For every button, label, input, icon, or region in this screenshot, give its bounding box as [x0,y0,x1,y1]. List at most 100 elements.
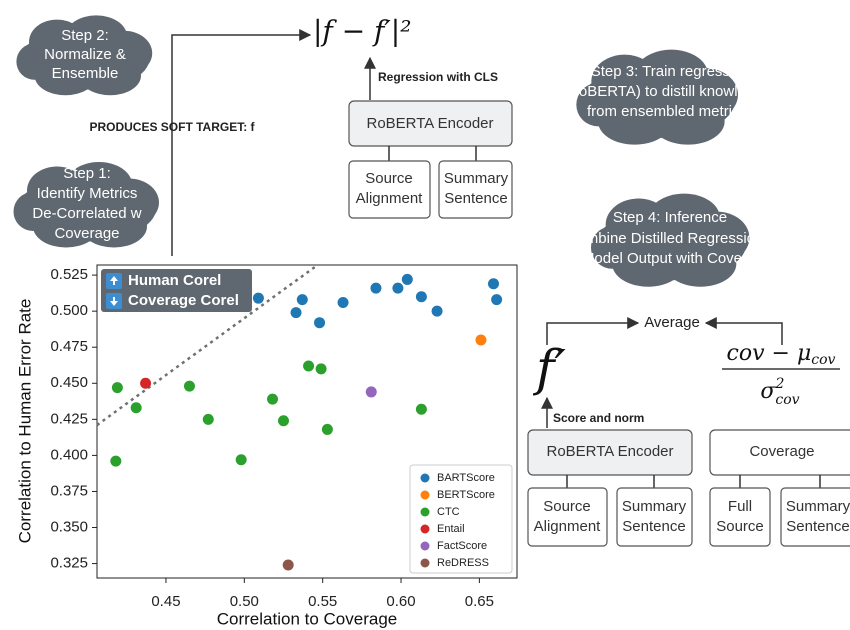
connector [389,146,476,161]
point [291,307,302,318]
legend-marker [421,508,430,517]
input-label: Source [365,170,413,187]
point [110,456,121,467]
point [432,306,443,317]
numerator-main: cov − μ [727,341,812,366]
y-tick-label: 0.525 [50,266,88,283]
point [491,294,502,305]
point [322,424,333,435]
point [131,402,142,413]
point [402,274,413,285]
point [297,294,308,305]
cloud-step1: Step 1: Identify Metrics De-Correlated w… [14,162,160,248]
cloud-text: Step 4: Inference [613,209,727,226]
x-tick-label: 0.50 [230,593,259,610]
cloud-text: Step 3: Train regressor [591,63,744,80]
legend-marker [421,525,430,534]
legend-marker [421,559,430,568]
y-tick-label: 0.425 [50,410,88,427]
legend-label: BARTScore [437,472,495,484]
input-label: Sentence [622,518,685,535]
point [475,335,486,346]
point [366,386,377,397]
figure: Step 2: Normalize & Ensemble Step 1: Ide… [0,0,850,630]
point [416,291,427,302]
x-tick-label: 0.60 [386,593,415,610]
y-tick-label: 0.450 [50,374,88,391]
annotation-text: Coverage Corel [128,292,239,309]
point [267,394,278,405]
encoder-label: RoBERTA Encoder [366,115,493,132]
point [203,414,214,425]
point [236,454,247,465]
average-label: Average [644,314,700,331]
point [278,415,289,426]
coverage-label: Coverage [749,443,814,460]
point [184,381,195,392]
encoder-label: RoBERTA Encoder [546,443,673,460]
arrow-label: PRODUCES SOFT TARGET: f [89,120,255,134]
input-label: Sentence [786,518,849,535]
cloud-step4: Step 4: Inference Combine Distilled Regr… [567,194,772,287]
input-label: Source [543,498,591,515]
legend-marker [421,474,430,483]
input-label: Summary [786,498,850,515]
cloud-text: Normalize & [44,46,126,63]
y-tick-label: 0.475 [50,338,88,355]
y-axis-label: Correlation to Human Error Rate [15,299,34,544]
y-tick-label: 0.500 [50,302,88,319]
point [253,293,264,304]
point [370,283,381,294]
arrow-label: Regression with CLS [378,70,498,84]
cloud-text: Step 2: [61,27,109,44]
input-label: Alignment [356,190,424,207]
arrow-label: Score and norm [553,411,644,425]
arrow [172,35,310,256]
input-label: Sentence [444,190,507,207]
connector [567,475,820,488]
legend-label: CTC [437,506,460,518]
scatter-chart: Correlation to Coverage Correlation to H… [15,265,517,628]
point [316,363,327,374]
denominator-sub: cov [775,392,799,408]
input-label: Source [716,518,764,535]
point [392,283,403,294]
point [303,360,314,371]
annotation-text: Human Corel [128,272,221,289]
cloud-text: from ensembled metrics [587,103,747,120]
point [314,317,325,328]
input-label: Summary [444,170,509,187]
x-tick-label: 0.45 [151,593,180,610]
y-tick-label: 0.350 [50,518,88,535]
point [283,560,294,571]
point [112,382,123,393]
point [488,278,499,289]
y-tick-label: 0.375 [50,482,88,499]
legend-label: FactScore [437,540,487,552]
x-tick-label: 0.65 [465,593,494,610]
cloud-step2: Step 2: Normalize & Ensemble [16,15,152,95]
point [416,404,427,415]
cloud-text: Step 1: [63,165,111,182]
input-label: Full [728,498,752,515]
cloud-text: Combine Distilled Regression [567,230,764,247]
f-prime: f′ [532,339,567,397]
numerator: cov − μcov [727,341,836,368]
cloud-text: Ensemble [52,65,119,82]
x-tick-label: 0.55 [308,593,337,610]
cloud-text: De-Correlated w [32,205,141,222]
legend-label: BERTScore [437,489,495,501]
denominator-sup: 2 [774,376,784,392]
y-tick-label: 0.400 [50,446,88,463]
cloud-step3: Step 3: Train regressor (RoBERTA) to dis… [563,50,771,145]
legend-label: Entail [437,523,465,535]
legend-label: ReDRESS [437,557,489,569]
denominator-main: σ [760,379,776,404]
x-axis-label: Correlation to Coverage [217,609,397,628]
numerator-sub: cov [811,352,835,368]
loss-equation: |f − f′|² [313,15,411,48]
point [338,297,349,308]
cloud-text: Coverage [54,225,119,242]
